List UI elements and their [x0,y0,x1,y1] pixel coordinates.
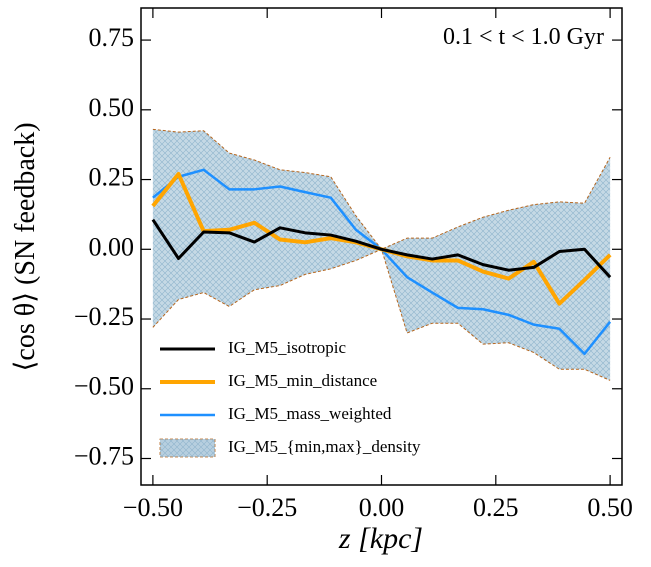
line [151,218,612,279]
legend-label: IG_M5_min_distance [228,371,377,390]
x-tick-label: −0.25 [237,493,297,522]
x-axis-label: z [kpc] [338,522,423,555]
y-tick-label: 0.50 [89,93,135,122]
legend-label: IG_M5_mass_weighted [228,404,392,423]
band-hatch [152,129,611,381]
legend-label: IG_M5_isotropic [228,338,347,357]
y-tick-label: 0.00 [89,232,135,261]
x-tick-label: −0.50 [123,493,183,522]
y-tick-label: −0.25 [74,302,134,331]
y-axis-label: ⟨cos θ⟩ (SN feedback) [10,122,41,371]
y-tick-label: 0.25 [89,163,135,192]
y-tick-label: −0.50 [74,372,134,401]
legend-swatch-hatch [160,439,215,457]
y-tick-label: 0.75 [89,23,135,52]
x-tick-label: 0.00 [359,493,405,522]
annotation: 0.1 < t < 1.0 Gyr [443,24,604,50]
legend-label: IG_M5_{min,max}_density [228,437,421,456]
x-tick-label: 0.25 [473,493,519,522]
y-tick-label: −0.75 [74,441,134,470]
x-tick-label: 0.50 [587,493,633,522]
